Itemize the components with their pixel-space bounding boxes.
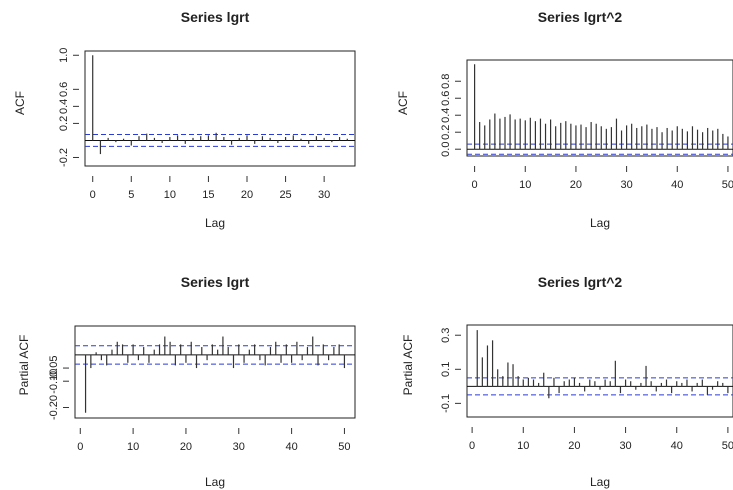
x-tick-label: 0 [77, 441, 83, 453]
chart-panel-1: Series lgrt 0 5 10 15 20 25 30 -0.2 0.2 0.4 0.6 1.0 L… [13, 9, 356, 230]
plot-frame [74, 325, 356, 419]
chart-title: Series lgrt [181, 9, 250, 25]
y-axis-label: Partial ACF [401, 335, 415, 396]
y-tick-label: 0.0 [440, 142, 452, 157]
x-axis-label: Lag [205, 216, 225, 230]
y-tick-label: 0.6 [440, 91, 452, 106]
y-tick-label: -0.10 [48, 369, 60, 394]
plot-frame [466, 324, 733, 418]
y-tick-label: 0.2 [440, 125, 452, 140]
chart-panel-4: Series lgrt^2 0 10 20 30 40 50 -0.1 0.1 0.3 Lag Par… [401, 274, 733, 489]
x-tick-label: 20 [241, 189, 253, 201]
y-tick-label: -0.2 [58, 148, 70, 167]
y-axis-label: ACF [396, 91, 410, 115]
y-tick-label: 0.4 [440, 108, 452, 123]
y-axis-label: Partial ACF [17, 335, 31, 396]
y-tick-label: 0.4 [58, 99, 70, 114]
x-tick-label: 40 [285, 441, 297, 453]
x-axis-label: Lag [205, 475, 225, 489]
x-tick-label: 40 [671, 179, 683, 191]
x-tick-label: 25 [279, 189, 291, 201]
y-tick-label: 0.3 [440, 328, 452, 343]
x-tick-label: 30 [318, 189, 330, 201]
x-tick-label: 50 [722, 440, 733, 452]
x-tick-label: 20 [570, 179, 582, 191]
x-tick-label: 50 [338, 441, 350, 453]
x-axis-label: Lag [590, 475, 610, 489]
x-tick-label: 10 [164, 189, 176, 201]
x-tick-label: 10 [517, 440, 529, 452]
x-tick-label: 20 [568, 440, 580, 452]
x-tick-label: 30 [620, 179, 632, 191]
plot-frame [84, 50, 356, 167]
y-tick-label: 0.2 [58, 116, 70, 131]
y-tick-label: 0.8 [440, 74, 452, 89]
plot-frame [466, 59, 733, 157]
x-tick-label: 50 [722, 179, 733, 191]
y-tick-label: 0.6 [58, 82, 70, 97]
x-tick-label: 5 [128, 189, 134, 201]
y-tick-label: -0.05 [48, 356, 60, 381]
x-tick-label: 15 [202, 189, 214, 201]
y-tick-label: -0.1 [440, 394, 452, 413]
chart-panel-2: Series lgrt^2 0 10 20 30 40 50 0.0 0.2 0.4 0.6 0.8 L… [396, 9, 733, 230]
x-tick-label: 30 [233, 441, 245, 453]
y-axis-label: ACF [13, 91, 27, 115]
chart-title: Series lgrt [181, 274, 250, 290]
y-tick-label: 1.0 [58, 48, 70, 63]
y-tick-label: 0.1 [440, 362, 452, 377]
chart-panel-3: Series lgrt 0 10 20 30 40 50 -0.20-0.10-0.05 Lag… [17, 274, 356, 489]
chart-title: Series lgrt^2 [538, 9, 623, 25]
x-tick-label: 10 [519, 179, 531, 191]
chart-title: Series lgrt^2 [538, 274, 623, 290]
y-tick-label: -0.20 [48, 395, 60, 420]
x-axis-label: Lag [590, 216, 610, 230]
x-tick-label: 0 [469, 440, 475, 452]
x-tick-label: 0 [472, 179, 478, 191]
x-tick-label: 0 [90, 189, 96, 201]
x-tick-label: 10 [127, 441, 139, 453]
x-tick-label: 20 [180, 441, 192, 453]
x-tick-label: 40 [671, 440, 683, 452]
x-tick-label: 30 [619, 440, 631, 452]
